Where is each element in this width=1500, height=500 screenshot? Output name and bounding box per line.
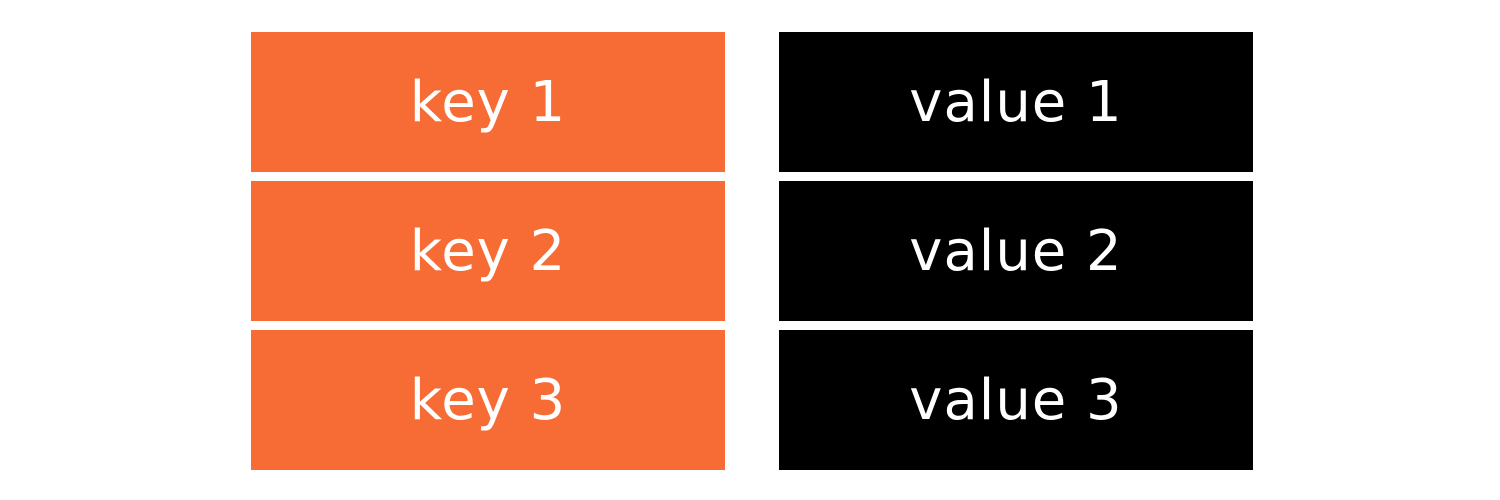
key-cell-1: key 1 [251, 32, 725, 172]
values-column: value 1 value 2 value 3 [779, 32, 1253, 470]
key-label-3: key 3 [409, 367, 567, 433]
value-cell-1: value 1 [779, 32, 1253, 172]
key-cell-2: key 2 [251, 181, 725, 321]
value-label-1: value 1 [909, 69, 1123, 135]
value-cell-3: value 3 [779, 330, 1253, 470]
value-cell-2: value 2 [779, 181, 1253, 321]
key-label-2: key 2 [409, 218, 567, 284]
key-label-1: key 1 [409, 69, 567, 135]
value-label-3: value 3 [909, 367, 1123, 433]
keys-column: key 1 key 2 key 3 [251, 32, 725, 470]
key-cell-3: key 3 [251, 330, 725, 470]
value-label-2: value 2 [909, 218, 1123, 284]
